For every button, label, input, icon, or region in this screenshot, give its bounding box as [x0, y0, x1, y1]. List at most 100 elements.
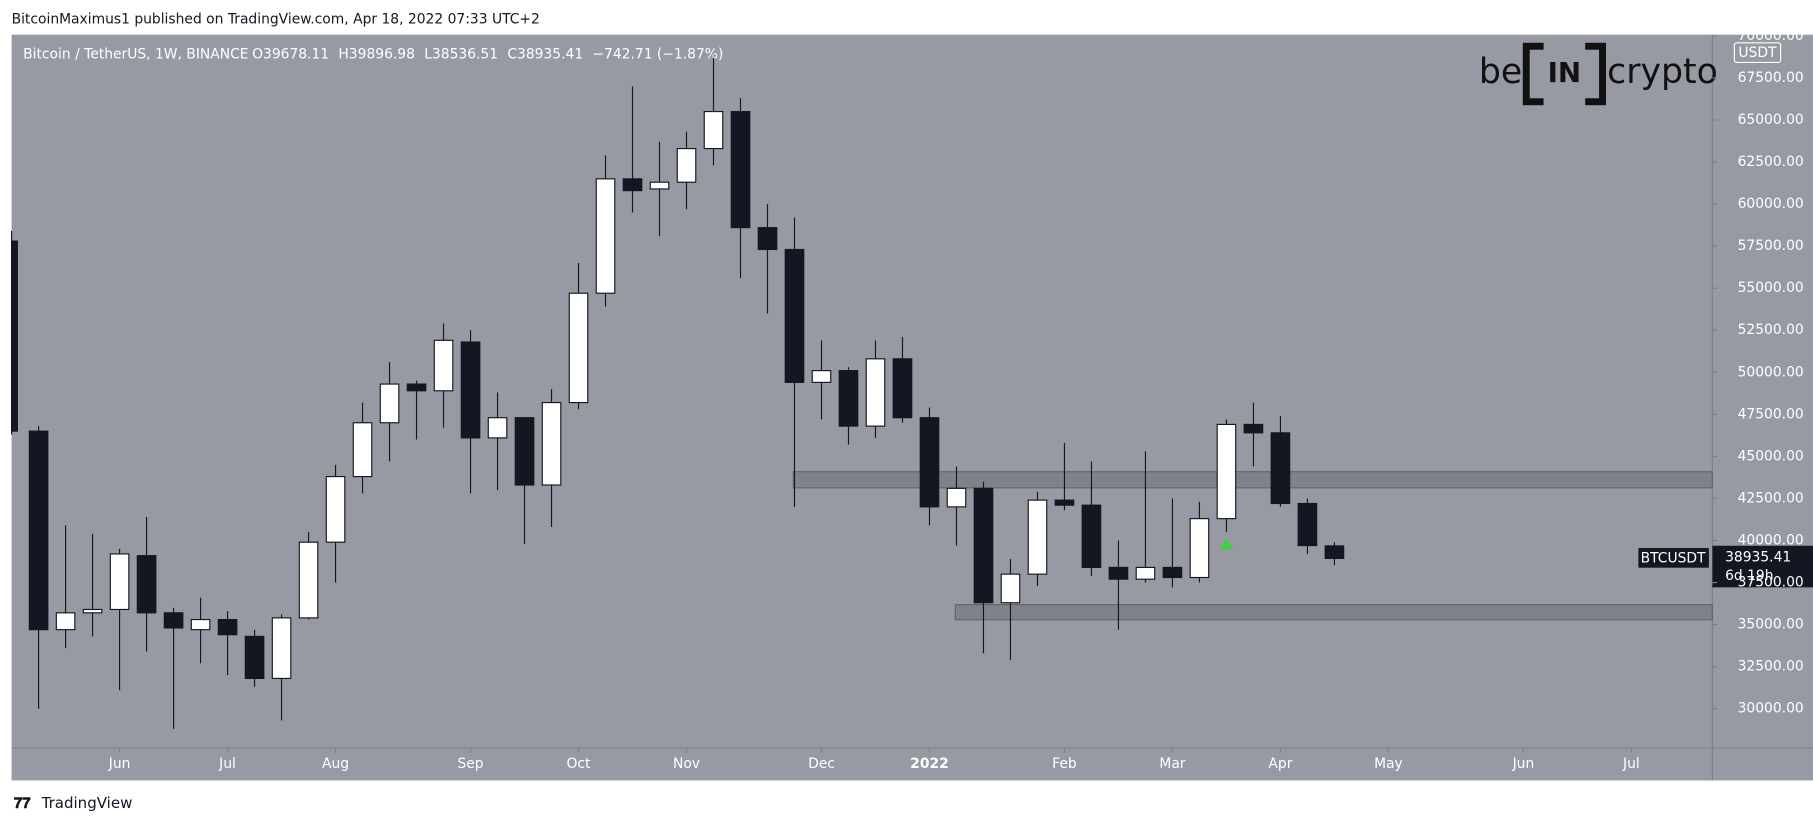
candle-body: [217, 618, 238, 636]
candle-body: [136, 555, 157, 614]
footer: TradingView: [41, 794, 133, 812]
candle-body: [55, 612, 76, 631]
signal-marker: [1219, 539, 1234, 550]
candle-body: [811, 370, 832, 383]
x-tick-label: Feb: [1052, 756, 1077, 772]
candle-body: [757, 227, 778, 251]
candle-body: [649, 181, 670, 190]
legend-value: 38536.51: [432, 46, 498, 62]
x-tick-label: Oct: [567, 756, 592, 772]
x-tick-label: Mar: [1159, 756, 1185, 772]
candle-body: [1135, 566, 1156, 580]
candle-body: [784, 248, 805, 383]
x-tick-label: Aug: [322, 756, 349, 772]
candle-body: [271, 617, 292, 680]
currency: USDT: [1738, 45, 1777, 61]
y-tick-label: 62500.00: [1738, 154, 1804, 170]
candle-body: [595, 178, 616, 294]
y-tick-label: 40000.00: [1738, 532, 1804, 548]
candle-body: [919, 417, 940, 508]
y-tick-label: 42500.00: [1738, 490, 1804, 506]
symbol: BTCUSDT: [1641, 550, 1706, 566]
y-tick-label: 55000.00: [1738, 280, 1804, 296]
publish-info: BitcoinMaximus1 published on TradingView…: [12, 12, 540, 28]
y-tick-label: 67500.00: [1738, 70, 1804, 86]
x-tick-label: Nov: [673, 756, 700, 772]
candle-body: [1108, 566, 1129, 580]
candle-body: [1189, 518, 1210, 579]
chart-title: Bitcoin / TetherUS, 1W, BINANCE: [23, 46, 248, 62]
ohlc-legend: O 39678.11 H 39896.98 L 38536.51 C 38935.41 −742…: [252, 46, 723, 62]
candle-body: [730, 110, 751, 229]
candle-body: [1081, 504, 1102, 568]
x-tick-label: Jul: [218, 756, 236, 772]
candle-body: [703, 110, 724, 150]
y-tick-label: 45000.00: [1738, 448, 1804, 464]
candle-body: [190, 618, 211, 631]
candle-body: [1243, 423, 1264, 434]
legend-key: H: [338, 46, 348, 62]
candle-body: [1000, 573, 1021, 604]
y-tick-label: 37500.00: [1738, 575, 1804, 591]
brand-mid: IN: [1548, 56, 1582, 89]
candle-body: [1162, 566, 1183, 579]
candle-body: [514, 417, 535, 486]
candle-body: [28, 430, 49, 631]
candle-body: [487, 417, 508, 439]
y-tick-label: 47500.00: [1738, 406, 1804, 422]
x-tick-label: 2022: [910, 756, 949, 772]
candle-body: [946, 487, 967, 508]
y-tick-label: 50000.00: [1738, 364, 1804, 380]
candle-body: [1297, 502, 1318, 547]
candle-body: [406, 383, 427, 392]
y-tick-label: 60000.00: [1738, 196, 1804, 212]
countdown: 6d 19h: [1725, 568, 1773, 584]
candle-body: [622, 178, 643, 192]
legend-change: −742.71 (−1.87%): [592, 46, 723, 62]
candle-body: [433, 339, 454, 392]
legend-value: 39896.98: [349, 46, 415, 62]
brand-left: be: [1479, 52, 1522, 92]
legend-value: 39678.11: [263, 46, 329, 62]
candle-body: [838, 370, 859, 427]
y-tick-label: 32500.00: [1738, 659, 1804, 675]
support-zone: [954, 604, 1713, 621]
brand-right: crypto: [1607, 52, 1718, 92]
candle-body: [109, 553, 130, 611]
candle-body: [82, 608, 103, 614]
candle-body: [325, 475, 346, 543]
price-box: [1712, 545, 1813, 588]
candle-body: [298, 541, 319, 619]
y-tick-label: 70000.00: [1738, 28, 1804, 44]
legend-key: O: [252, 46, 263, 62]
x-tick-label: Dec: [808, 756, 835, 772]
candle-body: [676, 147, 697, 183]
candle-body: [1270, 432, 1291, 505]
candle-body: [973, 487, 994, 604]
y-tick-label: 35000.00: [1738, 617, 1804, 633]
symbol-box: [1638, 548, 1709, 568]
candle-body: [541, 401, 562, 486]
candle-body: [1054, 499, 1075, 506]
x-tick-label: Sep: [457, 756, 483, 772]
candle-body: [1324, 545, 1345, 559]
candle-body: [892, 358, 913, 419]
support-zone: [792, 471, 1713, 489]
tv-logo: 𝟕𝟕: [14, 794, 31, 812]
candle-body: [1216, 423, 1237, 520]
legend-key: L: [424, 46, 432, 62]
x-tick-label: Jun: [108, 756, 131, 772]
plot: [11, 52, 1713, 729]
candle-body: [1027, 499, 1048, 575]
y-tick-label: 30000.00: [1738, 701, 1804, 717]
y-tick-label: 65000.00: [1738, 112, 1804, 128]
x-tick-label: Jul: [1622, 756, 1640, 772]
legend-value: 38935.41: [517, 46, 583, 62]
candle-body: [568, 292, 589, 404]
candle-body: [865, 358, 886, 427]
last-price: 38935.41: [1725, 549, 1791, 565]
candle-body: [379, 383, 400, 424]
candle-body: [244, 635, 265, 680]
candle-body: [460, 341, 481, 439]
